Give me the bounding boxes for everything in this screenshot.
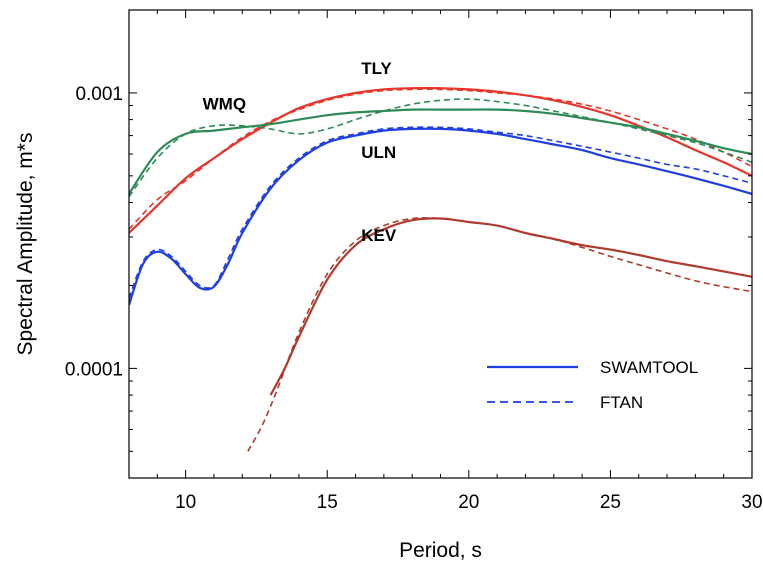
series-tly-ftan-line: [129, 88, 752, 230]
x-tick-label: 15: [317, 492, 338, 513]
x-tick-label: 30: [741, 492, 762, 513]
x-tick-label: 20: [458, 492, 479, 513]
legend-label-ftan: FTAN: [600, 393, 643, 412]
station-label-wmq: WMQ: [203, 95, 246, 114]
axes: 10 15 20 25 30 0.0001 0.001: [65, 9, 763, 513]
x-axis-title: Period, s: [399, 539, 482, 562]
y-tick-label: 0.001: [75, 84, 123, 105]
plot-area: [129, 86, 752, 452]
series-uln-ftan-line: [129, 126, 752, 299]
labels: TLY WMQ ULN KEV: [203, 59, 397, 245]
y-tick-label: 0.0001: [65, 359, 123, 380]
series-wmq-ftan-line: [129, 98, 752, 198]
plot-frame: [128, 9, 753, 479]
station-label-kev: KEV: [361, 226, 397, 245]
series-kev-ftan-line: [247, 217, 752, 452]
series-wmq-swamtool-line: [129, 108, 752, 195]
legend-label-swamtool: SWAMTOOL: [600, 358, 698, 377]
x-tick-label: 25: [600, 492, 621, 513]
station-label-uln: ULN: [361, 143, 396, 162]
y-axis-title: Spectral Amplitude, m*s: [14, 133, 37, 356]
x-tick-label: 10: [175, 492, 196, 513]
legend: SWAMTOOL FTAN: [487, 358, 698, 412]
series-uln-swamtool-line: [129, 127, 752, 306]
station-label-tly: TLY: [361, 59, 392, 78]
